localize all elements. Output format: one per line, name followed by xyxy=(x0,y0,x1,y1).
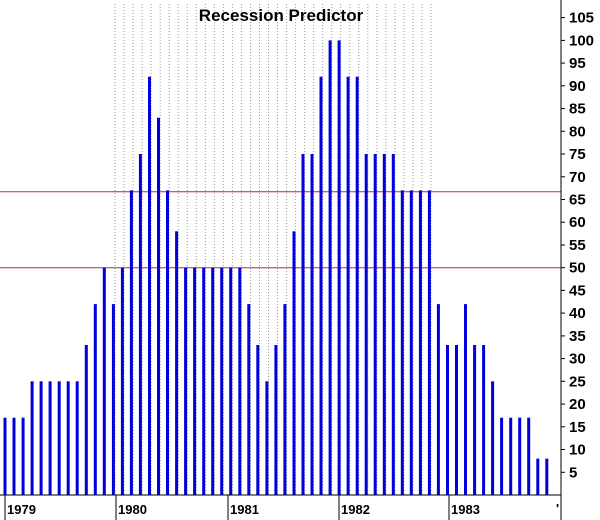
bar xyxy=(364,154,368,495)
y-tick-label: 20 xyxy=(569,396,586,413)
x-tick-label: 1979 xyxy=(7,502,36,517)
y-tick-label: 35 xyxy=(569,328,586,345)
bar xyxy=(265,381,269,495)
bar xyxy=(391,154,395,495)
y-tick-label: 50 xyxy=(569,260,586,277)
y-tick-label: 15 xyxy=(569,419,586,436)
bar xyxy=(229,267,233,495)
bar xyxy=(21,417,25,495)
bar xyxy=(175,231,179,496)
bar xyxy=(409,190,413,495)
bar xyxy=(48,381,52,495)
bar xyxy=(111,304,115,495)
y-tick-label: 5 xyxy=(569,464,577,481)
bar xyxy=(455,345,458,495)
y-tick-label: 25 xyxy=(569,373,586,390)
bar xyxy=(319,76,323,495)
bar xyxy=(292,231,296,496)
chart-title: Recession Predictor xyxy=(199,6,364,25)
y-tick-label: 40 xyxy=(569,305,586,322)
gridlines xyxy=(114,4,432,495)
bar xyxy=(418,190,422,495)
bar xyxy=(527,417,531,495)
y-tick-label: 10 xyxy=(569,442,586,459)
bar xyxy=(545,458,549,495)
x-tick-label: 1980 xyxy=(118,502,147,517)
y-axis-ticks: 5 10 15 20 25 30 35 40 45 50 55 60 65 70 75 80 85 90 95 100… xyxy=(561,10,594,481)
bar xyxy=(157,117,160,495)
bar xyxy=(3,417,7,495)
y-tick-label: 80 xyxy=(569,123,586,140)
bar xyxy=(120,267,124,495)
bar xyxy=(355,76,359,495)
bar xyxy=(491,381,495,495)
bar xyxy=(301,154,305,495)
bar xyxy=(220,267,224,495)
bar xyxy=(66,381,70,495)
bar xyxy=(446,345,449,495)
bar xyxy=(400,190,404,495)
bar xyxy=(138,154,142,495)
bar xyxy=(84,345,88,495)
y-tick-label: 105 xyxy=(569,10,594,27)
y-tick-label: 45 xyxy=(569,282,586,299)
bar xyxy=(427,190,431,495)
bar xyxy=(337,40,341,496)
bar xyxy=(464,304,467,495)
y-tick-label: 95 xyxy=(569,55,586,72)
bar xyxy=(39,381,43,495)
bar xyxy=(93,304,97,495)
bar xyxy=(373,154,377,495)
bar xyxy=(274,345,278,495)
y-tick-label: 90 xyxy=(569,78,586,95)
bar xyxy=(193,267,197,495)
bar xyxy=(500,417,504,495)
bar xyxy=(473,345,477,495)
bar xyxy=(283,304,287,495)
y-tick-label: 55 xyxy=(569,237,586,254)
bar xyxy=(509,417,513,495)
bar xyxy=(102,267,106,495)
bar xyxy=(256,345,260,495)
bars xyxy=(3,40,549,496)
y-tick-label: 65 xyxy=(569,192,586,209)
bar xyxy=(12,417,16,495)
axis-corner-mark: ' xyxy=(556,501,559,516)
axes xyxy=(0,0,562,520)
reference-lines xyxy=(0,191,561,269)
bar xyxy=(518,417,522,495)
bar xyxy=(328,40,332,496)
bar xyxy=(346,76,350,495)
bar xyxy=(129,190,133,495)
bar xyxy=(536,458,540,495)
y-tick-label: 85 xyxy=(569,101,586,118)
bar xyxy=(310,154,314,495)
y-tick-label: 100 xyxy=(569,32,594,49)
x-tick-label: 1981 xyxy=(230,502,259,517)
bar xyxy=(238,267,242,495)
x-axis-ticks: 1979 1980 1981 1982 1983 xyxy=(4,495,480,520)
x-tick-label: 1982 xyxy=(341,502,370,517)
bar xyxy=(30,381,34,495)
bar xyxy=(148,76,151,495)
bar xyxy=(382,154,386,495)
bar xyxy=(57,381,61,495)
bar xyxy=(247,304,251,495)
bar xyxy=(482,345,486,495)
y-tick-label: 75 xyxy=(569,146,586,163)
bar xyxy=(211,267,215,495)
y-tick-label: 70 xyxy=(569,169,586,186)
bar xyxy=(184,267,188,495)
bar xyxy=(166,190,169,495)
y-tick-label: 30 xyxy=(569,351,586,368)
bar xyxy=(75,381,79,495)
bar xyxy=(202,267,206,495)
x-tick-label: 1983 xyxy=(451,502,480,517)
bar xyxy=(436,304,440,495)
y-tick-label: 60 xyxy=(569,214,586,231)
